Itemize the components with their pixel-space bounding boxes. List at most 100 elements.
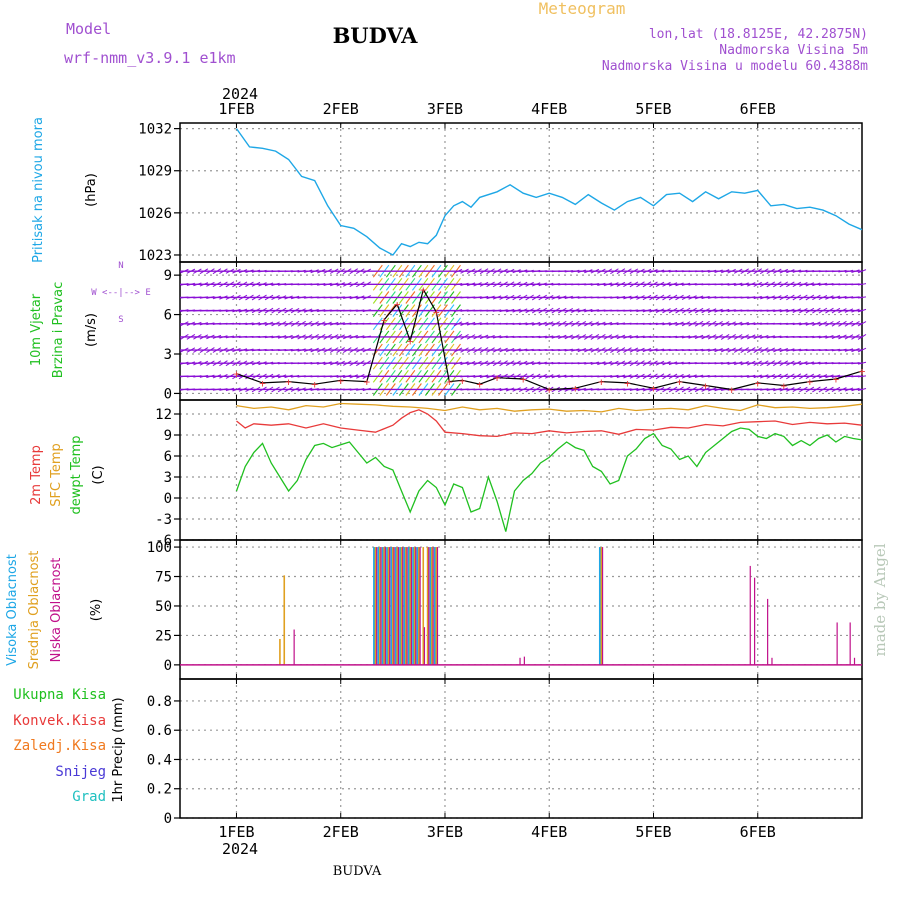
cloud-bar bbox=[396, 547, 398, 665]
cloud-bar bbox=[853, 657, 856, 665]
cloud-bar bbox=[399, 547, 402, 665]
cloud-bar bbox=[400, 547, 403, 665]
cloud-bar bbox=[293, 629, 295, 665]
bottom-day-label: 3FEB bbox=[427, 823, 463, 841]
precip-legend-item: Grad bbox=[72, 789, 106, 805]
wind-gust-marker: + bbox=[381, 314, 388, 327]
cloud-bar bbox=[392, 547, 394, 665]
cloud-bar bbox=[436, 547, 439, 665]
bottom-day-label: 5FEB bbox=[635, 823, 671, 841]
cloud-bar bbox=[419, 547, 421, 665]
precip-legend-item: Ukupna Kisa bbox=[13, 687, 106, 703]
pressure-ytick-label: 1029 bbox=[138, 164, 172, 180]
wind-gust-marker: + bbox=[407, 335, 414, 348]
wind-panel: 0 3 6 9 + + + + + + + + + + + + + + + + + + + + + + + + + + + + + bbox=[164, 261, 867, 402]
wind-ytick-label: 6 bbox=[164, 308, 172, 324]
pressure-ytick-label: 1023 bbox=[138, 248, 172, 264]
cloud-panel: 0 25 50 75 100 bbox=[147, 539, 863, 680]
credit-watermark: made by Angel bbox=[871, 543, 889, 656]
cloud-bar bbox=[373, 547, 376, 665]
cloud-bar bbox=[415, 547, 417, 665]
cloud-bar bbox=[435, 547, 438, 665]
cloud-bar bbox=[279, 638, 281, 665]
precip-legend-item: Konvek.Kisa bbox=[13, 713, 106, 729]
cloud-bar bbox=[431, 547, 433, 665]
bottom-day-label: 4FEB bbox=[531, 823, 567, 841]
cloud-bar bbox=[384, 547, 386, 665]
wind-gust-marker: + bbox=[433, 306, 440, 319]
wind-gust-marker: + bbox=[394, 298, 401, 311]
cloud-frame bbox=[179, 539, 863, 680]
top-day-label: 2FEB bbox=[323, 100, 359, 118]
temp-unit: (C) bbox=[91, 465, 106, 484]
altitude: Nadmorska Visina 5m bbox=[719, 43, 868, 58]
bottom-day-label: 1FEB bbox=[218, 823, 254, 841]
precip-ytick-label: 0.8 bbox=[147, 694, 172, 710]
cloud-ytick-label: 75 bbox=[155, 570, 172, 586]
wind-gust-marker: + bbox=[546, 383, 553, 396]
cloud-bar bbox=[393, 547, 395, 665]
cloud-bar bbox=[283, 575, 286, 665]
footer-station: BUDVA bbox=[333, 864, 382, 879]
cloud-bar bbox=[426, 547, 429, 665]
cloud-bar bbox=[600, 547, 603, 665]
wind-gust-marker: + bbox=[259, 377, 266, 390]
cloud-bar bbox=[403, 547, 406, 665]
cloud-bar bbox=[377, 547, 380, 665]
top-day-label: 5FEB bbox=[635, 100, 671, 118]
wind-gust-marker: + bbox=[285, 376, 292, 389]
temp-ytick-label: 6 bbox=[164, 449, 172, 465]
wind-gust-marker: + bbox=[337, 374, 344, 387]
pressure-label: Pritisak na nivou mora bbox=[31, 117, 46, 263]
temp-line-1 bbox=[236, 402, 863, 413]
precip-ytick-label: 0.4 bbox=[147, 752, 172, 768]
cloud-bar bbox=[387, 547, 390, 665]
wind-gust-marker: + bbox=[598, 376, 605, 389]
cloud-bar bbox=[836, 622, 838, 665]
cloud-bar bbox=[432, 547, 434, 665]
wind-ytick-label: 3 bbox=[164, 347, 172, 363]
bottom-day-label: 6FEB bbox=[740, 823, 776, 841]
temp-ytick-label: 12 bbox=[155, 407, 172, 423]
pressure-ytick-label: 1032 bbox=[138, 122, 172, 138]
precip-legend: Ukupna Kisa Konvek.Kisa Zaledj.Kisa Snijeg G… bbox=[13, 687, 106, 805]
cloud-bar bbox=[428, 547, 430, 665]
cloud-bar bbox=[409, 547, 412, 665]
cloud-bar bbox=[390, 547, 393, 665]
temp-ytick-label: -3 bbox=[155, 512, 172, 528]
cloud-bar bbox=[416, 547, 419, 665]
cloud-label-mid: Srednja Oblacnost bbox=[27, 551, 42, 670]
wind-gust-marker: + bbox=[363, 376, 370, 389]
temp-label-sfc: SFC Temp bbox=[49, 443, 64, 507]
pressure-line bbox=[235, 128, 863, 256]
wind-gust-marker: + bbox=[650, 382, 657, 395]
temp-label-dewpt: dewpt Temp bbox=[69, 435, 84, 514]
compass-n: N bbox=[118, 261, 123, 271]
wind-ytick-label: 0 bbox=[164, 386, 172, 402]
precip-legend-item: Snijeg bbox=[55, 764, 106, 780]
wind-gust-marker: + bbox=[676, 376, 683, 389]
pressure-unit: (hPa) bbox=[84, 173, 99, 207]
wind-ytick-label: 9 bbox=[164, 268, 172, 284]
cloud-bar bbox=[767, 598, 769, 665]
wind-gust-marker: + bbox=[520, 373, 527, 386]
wind-gust-marker: + bbox=[859, 365, 866, 378]
cloud-bar bbox=[422, 547, 425, 665]
temp-line-2 bbox=[235, 427, 863, 532]
cloud-bar bbox=[407, 547, 411, 665]
year-top: 2024 bbox=[222, 85, 258, 103]
top-day-label: 6FEB bbox=[740, 100, 776, 118]
cloud-bar bbox=[429, 547, 432, 665]
temperature-panel: -6 -3 0 3 6 9 12 bbox=[155, 399, 863, 549]
cloud-bar bbox=[523, 656, 525, 665]
year-bottom: 2024 bbox=[222, 840, 258, 858]
wind-gust-marker: + bbox=[807, 376, 814, 389]
cloud-bar bbox=[374, 547, 377, 665]
cloud-bar bbox=[394, 547, 398, 665]
precip-frame bbox=[179, 678, 863, 819]
cloud-bar bbox=[376, 547, 378, 665]
wind-label-1: 10m Vjetar bbox=[29, 293, 44, 366]
wind-gust-marker: + bbox=[702, 380, 709, 393]
cloud-unit: (%) bbox=[89, 599, 104, 622]
wind-gust-marker: + bbox=[459, 374, 466, 387]
